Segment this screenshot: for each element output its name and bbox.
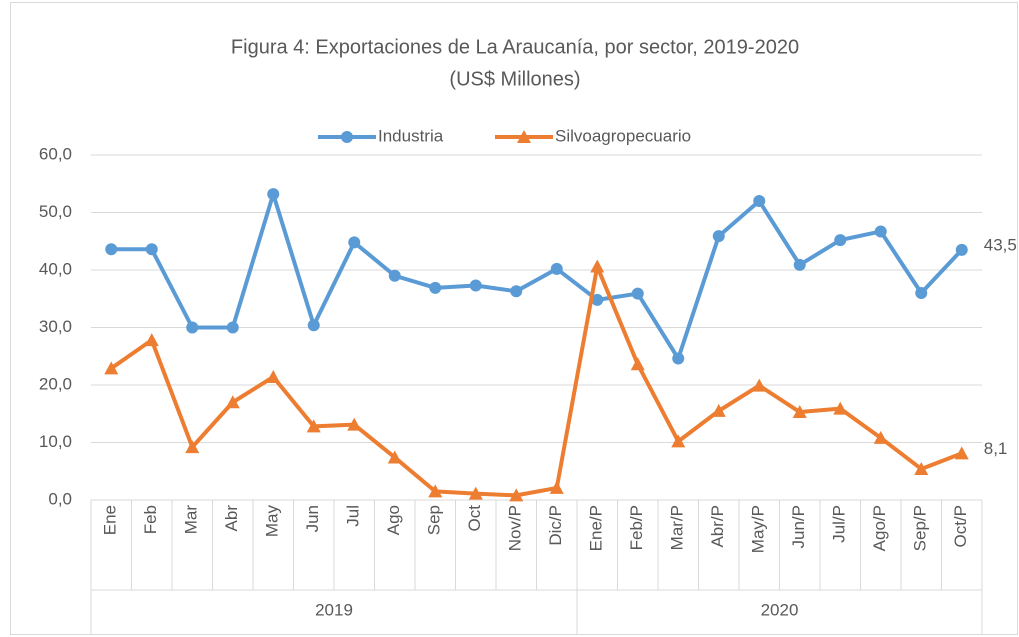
marker: [590, 259, 605, 273]
series-line: [111, 192, 964, 361]
marker: [954, 446, 969, 460]
marker: [388, 269, 401, 282]
marker: [711, 403, 726, 417]
x-tick-label: Abr: [222, 505, 241, 532]
x-tick-label: May: [263, 505, 282, 538]
chart-border: [10, 2, 1018, 635]
marker: [631, 287, 644, 300]
x-tick-label: Jun/P: [789, 505, 808, 548]
marker: [874, 225, 887, 238]
y-tick-label: 40,0: [39, 259, 72, 278]
marker: [266, 369, 281, 383]
marker: [468, 486, 483, 500]
marker: [510, 285, 523, 298]
x-tick-label: Mar: [182, 505, 201, 535]
marker: [550, 262, 563, 275]
marker: [348, 236, 361, 249]
marker: [307, 319, 320, 332]
y-tick-label: 30,0: [39, 317, 72, 336]
x-tick-label: Oct: [465, 505, 484, 532]
marker: [630, 357, 645, 371]
marker: [833, 401, 848, 415]
y-tick-label: 10,0: [39, 432, 72, 451]
x-tick-label: Mar/P: [668, 505, 687, 550]
x-tick-label: Ene/P: [587, 505, 606, 551]
marker: [105, 243, 118, 256]
group-label: 2019: [315, 600, 353, 619]
x-tick-label: Jun: [303, 505, 322, 532]
marker: [387, 450, 402, 464]
marker: [226, 321, 239, 334]
y-tick-label: 20,0: [39, 374, 72, 393]
marker: [915, 287, 928, 299]
group-label: 2020: [761, 600, 799, 619]
marker: [752, 378, 767, 392]
legend-marker: [341, 131, 353, 143]
marker: [469, 279, 482, 292]
marker: [793, 258, 806, 271]
legend-marker: [517, 130, 531, 143]
marker: [185, 440, 200, 454]
x-tick-label: Ago: [384, 505, 403, 535]
x-tick-label: Sep/P: [911, 505, 930, 551]
y-tick-label: 60,0: [39, 144, 72, 163]
marker: [186, 321, 199, 334]
legend-label: Industria: [378, 126, 444, 145]
marker: [753, 195, 766, 207]
marker: [428, 484, 443, 498]
marker: [712, 230, 725, 243]
marker: [347, 417, 362, 431]
chart-subtitle: (US$ Millones): [449, 68, 580, 90]
series-line: [110, 264, 963, 498]
legend-label: Silvoagropecuario: [555, 126, 691, 145]
marker: [672, 352, 685, 365]
marker: [591, 293, 604, 306]
x-tick-label: Ene: [101, 505, 120, 535]
marker: [145, 243, 158, 256]
marker: [144, 333, 159, 347]
x-tick-label: Ago/P: [870, 505, 889, 551]
data-label: 8,1: [984, 439, 1008, 458]
marker: [955, 243, 968, 256]
y-tick-label: 50,0: [39, 202, 72, 221]
marker: [306, 419, 321, 433]
x-tick-label: Abr/P: [708, 505, 727, 548]
x-tick-label: Sep: [425, 505, 444, 535]
x-tick-label: Oct/P: [951, 505, 970, 548]
marker: [509, 488, 524, 502]
x-tick-label: Feb: [141, 505, 160, 534]
data-label: 43,5: [984, 235, 1017, 254]
marker: [104, 361, 119, 375]
x-tick-label: Dic/P: [546, 505, 565, 546]
x-tick-label: May/P: [749, 505, 768, 553]
marker: [834, 234, 847, 247]
x-tick-label: Jul: [344, 505, 363, 527]
marker: [671, 434, 686, 448]
x-tick-label: Nov/P: [506, 505, 525, 551]
y-tick-label: 0,0: [48, 489, 72, 508]
chart-title: Figura 4: Exportaciones de La Araucanía,…: [231, 36, 799, 58]
marker: [549, 480, 564, 494]
marker: [792, 405, 807, 419]
marker: [267, 188, 280, 201]
x-tick-label: Feb/P: [627, 505, 646, 550]
marker: [914, 461, 929, 475]
marker: [225, 395, 240, 409]
x-tick-label: Jul/P: [830, 505, 849, 543]
marker: [873, 430, 888, 444]
marker: [429, 281, 442, 294]
